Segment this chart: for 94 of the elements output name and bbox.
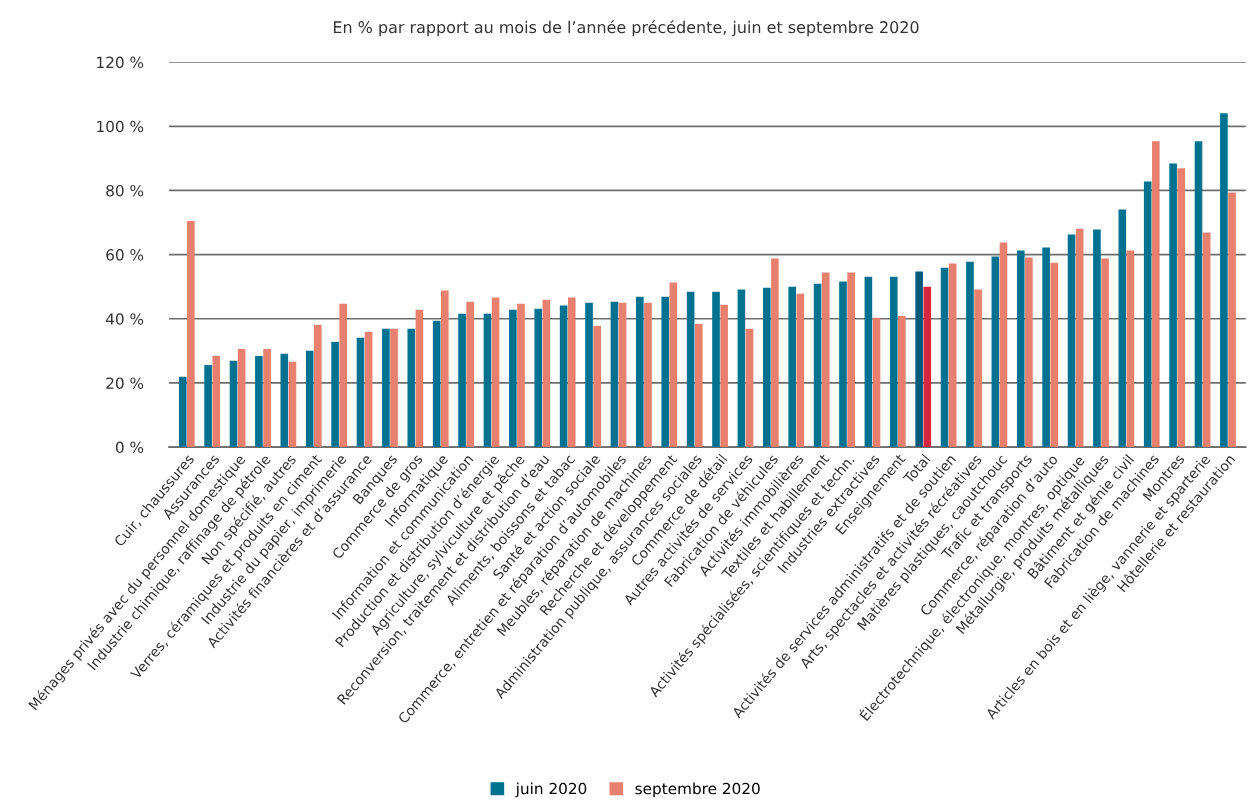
bar	[356, 337, 365, 448]
bar	[432, 320, 441, 448]
bar	[762, 287, 771, 448]
bar	[1220, 113, 1228, 448]
bar	[636, 296, 644, 448]
bar	[483, 313, 492, 448]
bar	[644, 302, 652, 448]
bar	[745, 328, 754, 448]
bar	[737, 289, 746, 448]
bar	[1075, 228, 1084, 448]
bar	[694, 323, 703, 448]
bar	[458, 313, 466, 448]
y-tick-label: 120 %	[97, 56, 144, 69]
bar	[1177, 168, 1186, 448]
bar	[788, 286, 797, 448]
bar	[509, 309, 517, 448]
bar	[1101, 258, 1109, 448]
bar	[948, 263, 957, 448]
bar	[466, 301, 475, 448]
y-tick-label: 20 %	[106, 377, 144, 389]
bar	[559, 305, 568, 448]
y-tick-label: 80 %	[106, 184, 144, 197]
bar	[1025, 257, 1033, 448]
bar	[212, 355, 221, 448]
bar	[686, 291, 695, 448]
bar	[712, 291, 720, 448]
bar	[669, 282, 678, 448]
bar	[567, 297, 576, 448]
bar	[999, 242, 1008, 448]
bar	[229, 360, 238, 448]
bar	[1093, 229, 1101, 448]
bar	[1118, 209, 1127, 448]
bar	[305, 350, 314, 448]
bar	[923, 286, 932, 448]
bar	[1067, 234, 1076, 448]
bar	[813, 283, 822, 448]
bar	[889, 276, 898, 448]
bar	[821, 272, 830, 448]
bar	[1126, 250, 1135, 448]
bar	[864, 276, 873, 448]
bar	[1050, 262, 1059, 448]
bar	[415, 309, 424, 448]
bar	[364, 331, 373, 448]
bar	[1228, 192, 1236, 448]
bar	[534, 308, 543, 448]
bar	[517, 303, 525, 448]
bar	[331, 341, 339, 448]
bar	[661, 296, 670, 448]
bar	[593, 325, 601, 448]
bar	[1152, 141, 1160, 448]
bar	[339, 303, 348, 448]
bar	[204, 364, 212, 448]
y-tick-label: 100 %	[97, 120, 144, 133]
bar	[872, 317, 881, 448]
y-tick-label: 0 %	[115, 441, 144, 454]
bar	[407, 328, 416, 448]
bar	[915, 271, 923, 448]
bar	[491, 297, 500, 448]
bar	[847, 272, 855, 448]
bar	[1042, 247, 1050, 448]
bar	[585, 302, 593, 448]
bar	[314, 324, 322, 448]
bar	[542, 299, 551, 448]
bar	[255, 355, 263, 448]
bar	[263, 348, 271, 448]
bar	[187, 220, 195, 448]
bar	[1143, 181, 1152, 448]
bar	[440, 290, 449, 448]
legend-label: juin 2020	[515, 782, 587, 798]
bar	[178, 376, 187, 448]
bar	[1016, 250, 1025, 448]
bar	[839, 281, 847, 448]
bar	[974, 289, 982, 448]
chart-title: En % par rapport au mois de l’année précédente, juin et septembre 2020	[333, 20, 919, 37]
bar	[1202, 232, 1211, 448]
bar	[610, 301, 619, 448]
bar	[898, 315, 906, 448]
bar	[382, 328, 390, 448]
bar	[618, 302, 627, 448]
y-tick-label: 60 %	[106, 249, 144, 261]
bar	[1194, 141, 1203, 448]
bar	[966, 261, 974, 448]
bar	[280, 353, 289, 448]
bar	[991, 256, 1000, 448]
bar	[288, 361, 297, 448]
bar	[237, 348, 246, 448]
bar	[390, 328, 398, 448]
bar	[720, 304, 728, 448]
bar	[1169, 163, 1177, 448]
legend-label: septembre 2020	[635, 782, 760, 798]
bar	[771, 258, 779, 448]
bar	[940, 267, 949, 448]
y-tick-label: 40 %	[105, 313, 144, 325]
bar	[796, 293, 805, 448]
